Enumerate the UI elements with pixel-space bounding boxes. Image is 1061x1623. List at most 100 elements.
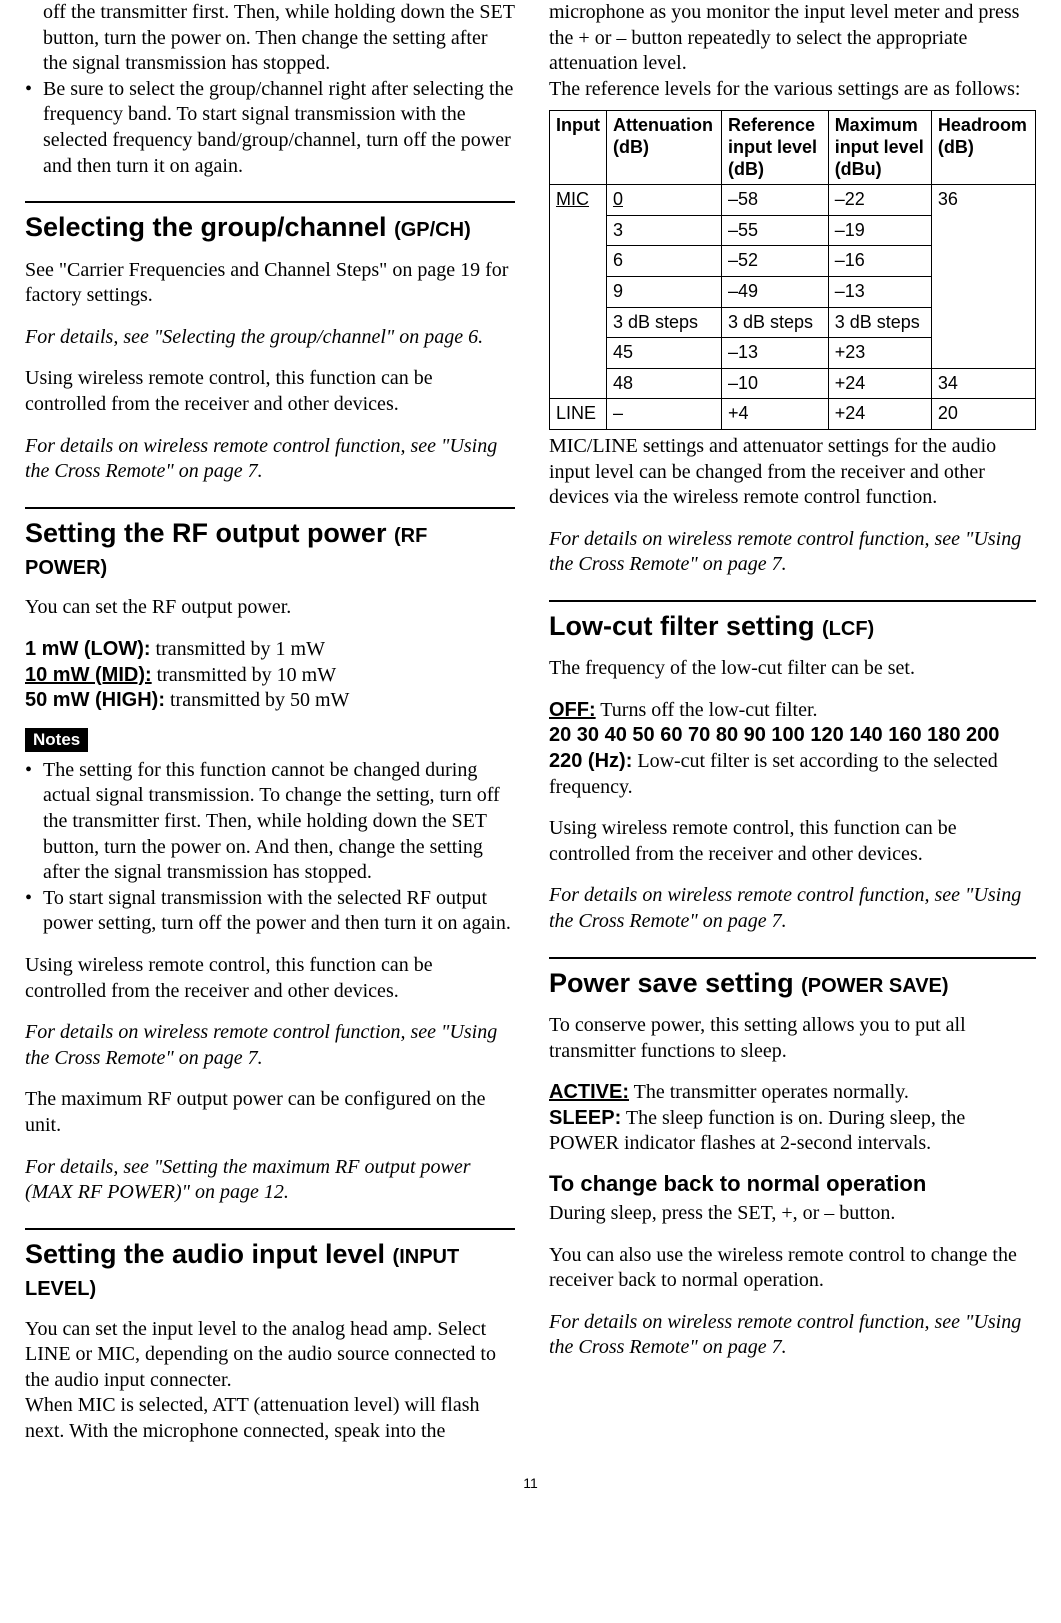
table-cell-ref: –49 bbox=[721, 276, 828, 307]
table-cell-max: +24 bbox=[828, 399, 931, 430]
rfpower-option-text: transmitted by 1 mW bbox=[151, 638, 325, 660]
lcf-off-option: OFF: Turns off the low-cut filter. bbox=[549, 698, 1036, 724]
table-cell-att: 3 dB steps bbox=[606, 307, 721, 338]
table-cell-head: 36 bbox=[931, 185, 1035, 369]
title-main: Power save setting bbox=[549, 968, 794, 998]
table-cell-max: +23 bbox=[828, 338, 931, 369]
inputlevel-p1: You can set the input level to the analo… bbox=[25, 1317, 515, 1394]
notes-badge: Notes bbox=[25, 728, 88, 752]
powersave-sleep-option: SLEEP: The sleep function is on. During … bbox=[549, 1106, 1036, 1157]
powersave-subtitle: To change back to normal operation bbox=[549, 1171, 1036, 1197]
title-main: Setting the RF output power bbox=[25, 518, 386, 548]
rfpower-option-label: 10 mW (MID): bbox=[25, 664, 152, 686]
groupchannel-p3: Using wireless remote control, this func… bbox=[25, 366, 515, 417]
table-cell-ref: –13 bbox=[721, 338, 828, 369]
intro-fragment-text: off the transmitter first. Then, while h… bbox=[25, 0, 515, 77]
table-header-cell: Attenuation (dB) bbox=[606, 111, 721, 185]
title-main: Selecting the group/channel bbox=[25, 212, 387, 242]
table-cell-max: –19 bbox=[828, 215, 931, 246]
table-row: LINE–+4+2420 bbox=[550, 399, 1036, 430]
table-cell-att: 48 bbox=[606, 368, 721, 399]
rfpower-notes-list: The setting for this function cannot be … bbox=[25, 758, 515, 937]
powersave-sub-p3: For details on wireless remote control f… bbox=[549, 1310, 1036, 1361]
groupchannel-p2: For details, see "Selecting the group/ch… bbox=[25, 325, 515, 351]
lcf-p1: The frequency of the low-cut filter can … bbox=[549, 656, 1036, 682]
lcf-off-label: OFF: bbox=[549, 699, 596, 721]
table-cell-head: 34 bbox=[931, 368, 1035, 399]
left-column: off the transmitter first. Then, while h… bbox=[25, 0, 515, 1445]
rfpower-p4: The maximum RF output power can be confi… bbox=[25, 1087, 515, 1138]
table-cell-ref: +4 bbox=[721, 399, 828, 430]
table-cell-max: +24 bbox=[828, 368, 931, 399]
rfpower-p2: Using wireless remote control, this func… bbox=[25, 953, 515, 1004]
rfpower-options: 1 mW (LOW): transmitted by 1 mW10 mW (MI… bbox=[25, 637, 515, 714]
rfpower-p5: For details, see "Setting the maximum RF… bbox=[25, 1155, 515, 1206]
rfpower-note-item: The setting for this function cannot be … bbox=[25, 758, 515, 886]
section-title-groupchannel: Selecting the group/channel (GP/CH) bbox=[25, 211, 515, 243]
title-sub: (POWER SAVE) bbox=[801, 975, 948, 997]
table-cell-ref: –58 bbox=[721, 185, 828, 216]
after-table-p1: MIC/LINE settings and attenuator setting… bbox=[549, 434, 1036, 511]
lcf-freq-option: 20 30 40 50 60 70 80 90 100 120 140 160 … bbox=[549, 723, 1036, 800]
powersave-sleep-label: SLEEP: bbox=[549, 1107, 621, 1129]
table-cell-input: MIC bbox=[550, 185, 607, 399]
table-cell-head: 20 bbox=[931, 399, 1035, 430]
section-title-rfpower: Setting the RF output power (RF POWER) bbox=[25, 517, 515, 582]
section-divider bbox=[549, 600, 1036, 602]
section-title-lcf: Low-cut filter setting (LCF) bbox=[549, 610, 1036, 642]
inputlevel-p2: When MIC is selected, ATT (attenuation l… bbox=[25, 1393, 515, 1444]
intro-bullets: Be sure to select the group/channel righ… bbox=[25, 77, 515, 179]
table-cell-input: LINE bbox=[550, 399, 607, 430]
table-header-cell: Headroom (dB) bbox=[931, 111, 1035, 185]
groupchannel-p4: For details on wireless remote control f… bbox=[25, 434, 515, 485]
rfpower-option: 1 mW (LOW): transmitted by 1 mW bbox=[25, 637, 515, 663]
powersave-sub-p1: During sleep, press the SET, +, or – but… bbox=[549, 1201, 1036, 1227]
ref-intro: The reference levels for the various set… bbox=[549, 77, 1036, 103]
table-cell-att: – bbox=[606, 399, 721, 430]
table-cell-ref: 3 dB steps bbox=[721, 307, 828, 338]
table-cell-ref: –10 bbox=[721, 368, 828, 399]
rfpower-option: 10 mW (MID): transmitted by 10 mW bbox=[25, 663, 515, 689]
table-cell-max: –22 bbox=[828, 185, 931, 216]
lcf-off-text: Turns off the low-cut filter. bbox=[596, 699, 818, 721]
powersave-p1: To conserve power, this setting allows y… bbox=[549, 1013, 1036, 1064]
reference-level-table: InputAttenuation (dB)Reference input lev… bbox=[549, 110, 1036, 430]
page-number: 11 bbox=[25, 1475, 1036, 1491]
powersave-active-option: ACTIVE: The transmitter operates normall… bbox=[549, 1080, 1036, 1106]
section-divider bbox=[25, 1228, 515, 1230]
section-divider bbox=[549, 957, 1036, 959]
right-column: microphone as you monitor the input leve… bbox=[549, 0, 1036, 1445]
lcf-p2: Using wireless remote control, this func… bbox=[549, 816, 1036, 867]
lcf-p3: For details on wireless remote control f… bbox=[549, 883, 1036, 934]
table-header-cell: Input bbox=[550, 111, 607, 185]
rfpower-p3: For details on wireless remote control f… bbox=[25, 1020, 515, 1071]
intro-bullet-item: Be sure to select the group/channel righ… bbox=[25, 77, 515, 179]
rfpower-note-item: To start signal transmission with the se… bbox=[25, 886, 515, 937]
rfpower-option-text: transmitted by 50 mW bbox=[165, 689, 349, 711]
table-cell-att: 45 bbox=[606, 338, 721, 369]
title-main: Setting the audio input level bbox=[25, 1239, 385, 1269]
table-cell-att: 0 bbox=[606, 185, 721, 216]
table-cell-att: 6 bbox=[606, 246, 721, 277]
table-cell-max: 3 dB steps bbox=[828, 307, 931, 338]
section-title-inputlevel: Setting the audio input level (INPUT LEV… bbox=[25, 1238, 515, 1303]
table-cell-ref: –55 bbox=[721, 215, 828, 246]
table-row: 48–10+2434 bbox=[550, 368, 1036, 399]
powersave-active-label: ACTIVE: bbox=[549, 1081, 629, 1103]
page-content: off the transmitter first. Then, while h… bbox=[25, 0, 1036, 1445]
table-cell-att: 9 bbox=[606, 276, 721, 307]
title-sub: (GP/CH) bbox=[394, 219, 471, 241]
table-cell-att: 3 bbox=[606, 215, 721, 246]
right-cont: microphone as you monitor the input leve… bbox=[549, 0, 1036, 77]
table-cell-max: –13 bbox=[828, 276, 931, 307]
table-header-cell: Reference input level (dB) bbox=[721, 111, 828, 185]
rfpower-option-text: transmitted by 10 mW bbox=[152, 664, 336, 686]
title-main: Low-cut filter setting bbox=[549, 611, 815, 641]
powersave-sub-p2: You can also use the wireless remote con… bbox=[549, 1243, 1036, 1294]
section-title-powersave: Power save setting (POWER SAVE) bbox=[549, 967, 1036, 999]
rfpower-option-label: 1 mW (LOW): bbox=[25, 638, 151, 660]
rfpower-option-label: 50 mW (HIGH): bbox=[25, 689, 165, 711]
rfpower-option: 50 mW (HIGH): transmitted by 50 mW bbox=[25, 688, 515, 714]
table-row: MIC0–58–2236 bbox=[550, 185, 1036, 216]
rfpower-p1: You can set the RF output power. bbox=[25, 595, 515, 621]
